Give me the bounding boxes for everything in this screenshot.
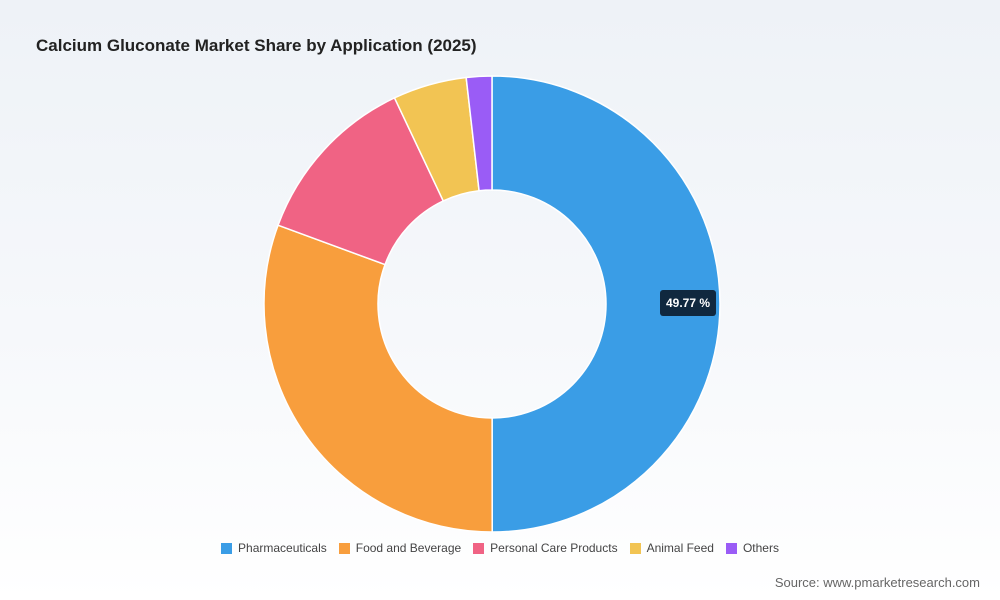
legend-item-pharmaceuticals[interactable]: Pharmaceuticals [221, 541, 327, 555]
legend-label: Personal Care Products [490, 541, 618, 555]
donut-slice-others[interactable] [465, 75, 493, 192]
legend-item-food-and-beverage[interactable]: Food and Beverage [338, 541, 462, 555]
legend-label: Pharmaceuticals [238, 541, 327, 555]
legend-label: Others [742, 541, 779, 555]
donut-slice-pharmaceuticals[interactable] [491, 75, 721, 533]
chart-title: Calcium Gluconate Market Share by Applic… [36, 36, 477, 55]
legend-item-personal-care-products[interactable]: Personal Care Products [473, 541, 618, 555]
chart-legend: Pharmaceuticals Food and Beverage Personal… [0, 541, 1000, 555]
legend-swatch [725, 542, 737, 554]
data-label-text: 49.77 % [666, 296, 710, 310]
legend-item-others[interactable]: Others [725, 541, 779, 555]
donut-slice-food-and-beverage[interactable] [263, 224, 493, 533]
legend-label: Animal Feed [646, 541, 714, 555]
legend-swatch [473, 542, 485, 554]
legend-label: Food and Beverage [355, 541, 462, 555]
data-label-tooltip: 49.77 % [660, 290, 716, 316]
legend-swatch [629, 542, 641, 554]
legend-swatch [338, 542, 350, 554]
source-note: Source: www.pmarketresearch.com [774, 575, 980, 590]
legend-item-animal-feed[interactable]: Animal Feed [629, 541, 714, 555]
legend-swatch [221, 542, 233, 554]
donut-slice-personal-care-products[interactable] [277, 96, 445, 266]
